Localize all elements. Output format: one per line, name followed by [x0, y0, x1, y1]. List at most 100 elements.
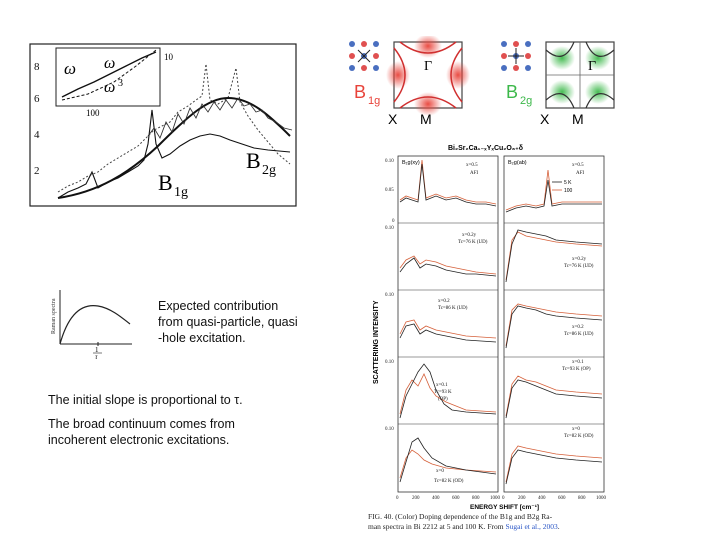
expected-contribution-text: Expected contribution from quasi-particl…	[158, 298, 298, 346]
figure-y-axis-label: SCATTERING INTENSITY	[373, 300, 380, 384]
svg-text:1000: 1000	[490, 496, 501, 501]
left-p5-tc: Tc=82 K (OD)	[434, 479, 464, 484]
svg-text:200: 200	[412, 496, 420, 501]
b2g-noise	[147, 97, 293, 140]
svg-text:B: B	[506, 82, 518, 102]
y-tick-4: 4	[34, 129, 40, 141]
broad-continuum-text: The broad continuum comes from incoheren…	[48, 416, 235, 448]
right-p4-tc: Tc=93 K (OP)	[562, 367, 591, 372]
caption-line-2: man spectra in Bi 2212 at 5 and 100 K. F…	[368, 522, 560, 531]
raman-doping-figure: Bi₂Sr₂Ca₁₋ₓYₓCu₂O₈₊δ SCATTERING INTENSIT…	[373, 145, 607, 511]
inset-tick: 100	[86, 108, 100, 118]
svg-text:400: 400	[432, 496, 440, 501]
svg-text:5 K: 5 K	[564, 180, 572, 186]
right-p5-tc: Tc=82 K (OD)	[564, 434, 594, 439]
initial-slope-text: The initial slope is proportional to τ.	[48, 393, 243, 407]
right-p3-tc: Tc=86 K (UD)	[564, 332, 594, 337]
svg-text:600: 600	[452, 496, 460, 501]
b2g-x-label: X	[540, 111, 550, 126]
legend: 5 K 100	[552, 180, 573, 194]
inset-omega: ω	[64, 59, 76, 78]
svg-text:B: B	[354, 82, 366, 102]
b2g-label: B 2g	[246, 148, 276, 178]
y-tick-0-a: 0	[392, 219, 395, 224]
svg-text:400: 400	[538, 496, 546, 501]
expected-line-1: Expected contribution	[158, 299, 279, 313]
y-tick-8: 8	[34, 61, 40, 73]
inset-exponent: 3	[118, 78, 123, 89]
b1g-brillouin-zone: Γ	[386, 36, 470, 116]
caption-citation-link[interactable]: Sugai et al., 2003	[505, 522, 558, 531]
b1g-m-label: M	[420, 111, 432, 126]
b1g-symmetry-diagram: Γ B 1g X M	[349, 36, 470, 126]
b1g-noisy-curve	[57, 109, 291, 199]
figure-caption: FIG. 40. (Color) Doping dependence of th…	[368, 512, 628, 532]
left-header: B₁g(xy)	[402, 160, 420, 166]
sketch-x-num: 1	[95, 346, 99, 354]
y-tick-2: 2	[34, 165, 40, 177]
left-p3-tc: Tc=86 K (UD)	[438, 306, 468, 311]
inset-dashed	[61, 49, 157, 101]
right-p1-doping: x=0.5	[572, 163, 584, 168]
svg-text:600: 600	[558, 496, 566, 501]
b1g-b2g-spectra-figure: 8 6 4 2 ω ω ω 3 100 10 B 1g B 2g	[29, 43, 297, 207]
left-p4-phase: (OP)	[438, 397, 448, 402]
b2g-brillouin-zone: Γ	[545, 41, 615, 109]
svg-text:0: 0	[502, 496, 505, 501]
right-p2-tc: Tc=76 K (UD)	[564, 264, 594, 269]
sketch-x-den: τ	[95, 353, 98, 360]
left-p3-doping: x=0.2	[438, 299, 450, 304]
left-column-frame	[397, 155, 499, 493]
right-p2-doping: x=0.2y	[572, 257, 587, 262]
svg-text:B: B	[246, 148, 261, 173]
inset-omega-cubed: ω	[104, 79, 115, 96]
y-tick-labels: 8 6 4 2	[34, 61, 40, 177]
y-tick-0.10-a: 0.10	[385, 159, 394, 164]
left-p4-tc: Tc=93 K	[434, 390, 452, 395]
svg-text:800: 800	[472, 496, 480, 501]
right-p5-doping: x=0	[572, 427, 580, 432]
b1g-lattice-dots	[349, 41, 379, 71]
right-header: B₂g(ab)	[508, 160, 527, 166]
dotted-curve	[57, 63, 291, 193]
b2g-m-label: M	[572, 111, 584, 126]
right-p1-phase: AFI	[576, 171, 584, 176]
left-p2-tc: Tc=76 K (UD)	[458, 240, 488, 245]
b2g-gamma: Γ	[588, 59, 596, 74]
x-ticks-right: 0 200 400 600 800 1000	[502, 496, 607, 501]
y-tick-0.05-a: 0.05	[385, 188, 394, 193]
b2g-label-group: B 2g	[506, 82, 532, 107]
drude-curve	[59, 304, 131, 345]
right-column-frame	[503, 155, 605, 493]
svg-text:2g: 2g	[520, 95, 532, 107]
left-p1-doping: x=0.5	[466, 163, 478, 168]
svg-text:1g: 1g	[174, 185, 188, 200]
drude-sketch: Raman spectra 1 τ	[51, 290, 132, 360]
y-tick-0.10-e: 0.10	[385, 427, 394, 432]
svg-text:2g: 2g	[262, 163, 276, 178]
svg-text:0: 0	[396, 496, 399, 501]
y-tick-6: 6	[34, 93, 40, 105]
b1g-gamma: Γ	[424, 59, 432, 74]
left-p1-phase: AFI	[470, 171, 478, 176]
left-p5-doping: x=0	[436, 469, 444, 474]
y-tick-0.10-d: 0.10	[385, 360, 394, 365]
broad-line-1: The broad continuum comes from	[48, 417, 235, 431]
expected-line-3: -hole excitation.	[158, 331, 246, 345]
sketch-y-label: Raman spectra	[51, 298, 57, 334]
y-tick-0.10-c: 0.10	[385, 293, 394, 298]
y-tick-0.10-b: 0.10	[385, 226, 394, 231]
svg-text:B: B	[158, 170, 173, 195]
expected-line-2: from quasi-particle, quasi	[158, 315, 298, 329]
inset-omega-v: ω	[104, 55, 115, 72]
figure-y-ticks: 0.10 0.05 0 0.10 0.10 0.10 0.10	[385, 159, 395, 432]
broad-line-2: incoherent electronic excitations.	[48, 433, 230, 447]
b1g-x-label: X	[388, 111, 398, 126]
figure-x-axis-label: ENERGY SHIFT [cm⁻¹]	[470, 504, 539, 511]
right-spectra	[505, 169, 603, 485]
caption-line-1: FIG. 40. (Color) Doping dependence of th…	[368, 512, 553, 521]
left-spectra	[399, 159, 497, 483]
svg-text:800: 800	[578, 496, 586, 501]
b2g-smooth-curve	[57, 96, 291, 199]
inset-curve	[61, 51, 157, 98]
